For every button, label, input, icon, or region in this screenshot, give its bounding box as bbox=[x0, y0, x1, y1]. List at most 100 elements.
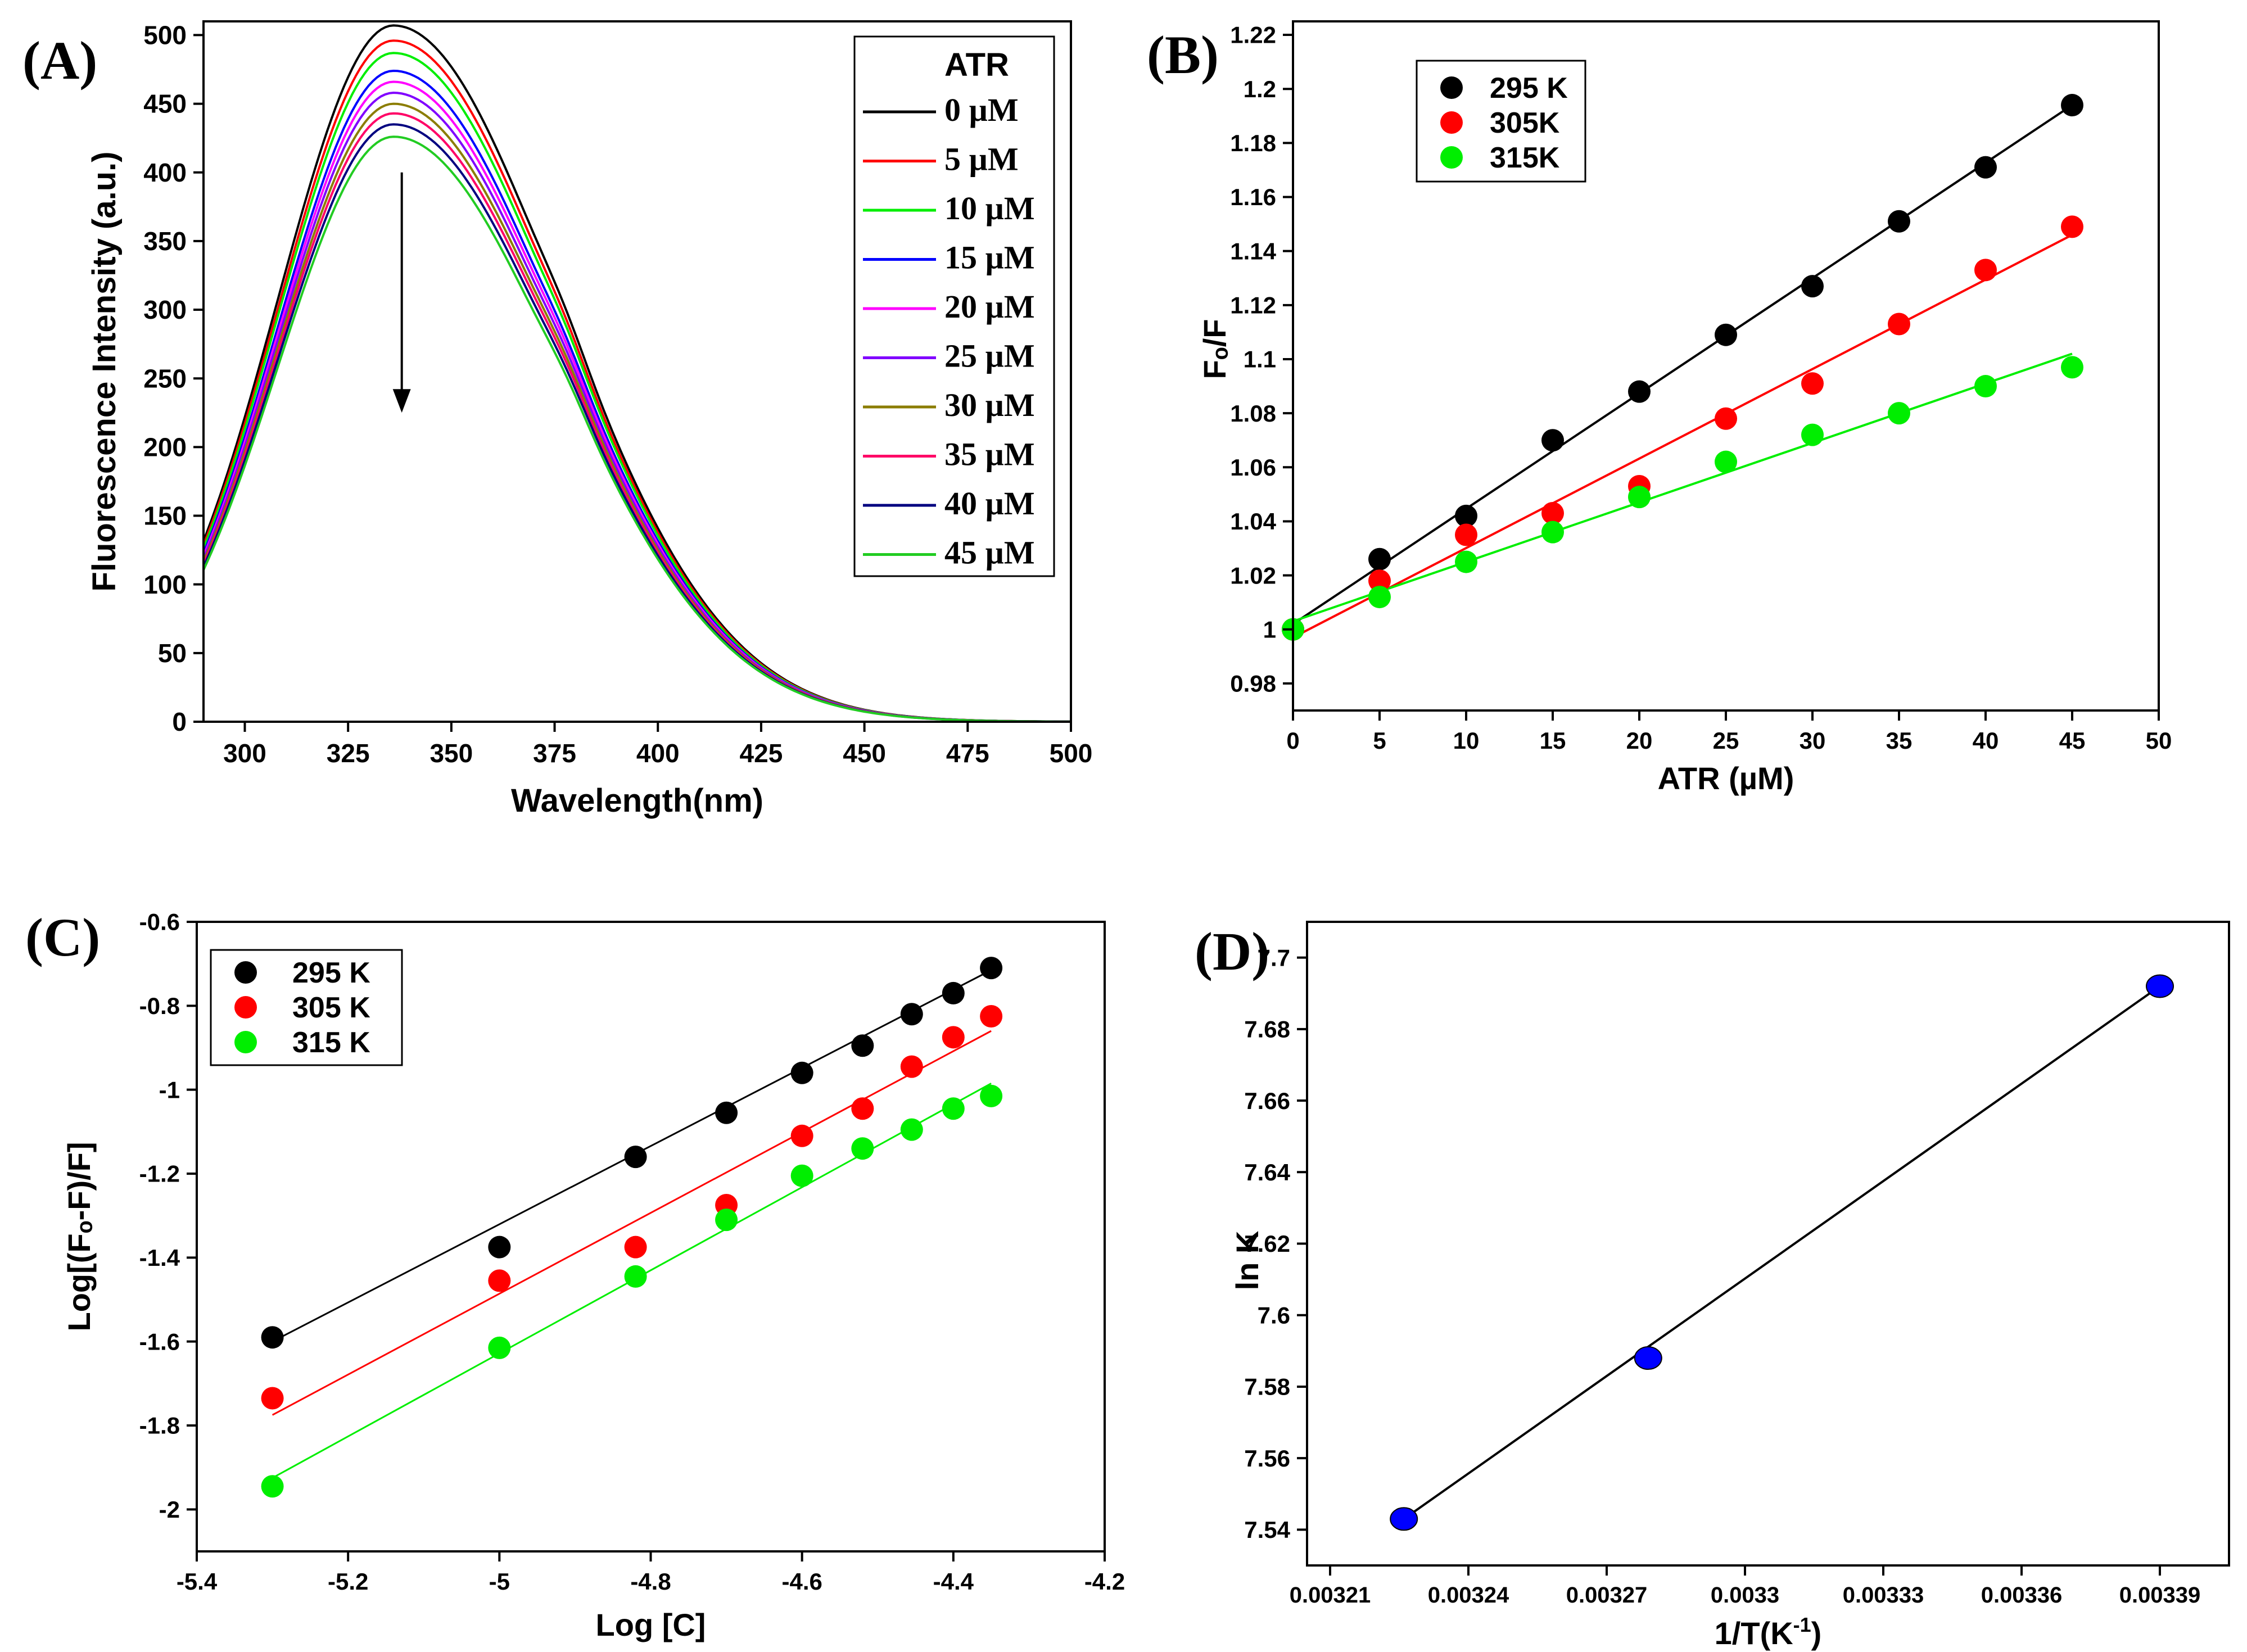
panel-b-legend-label: 315K bbox=[1490, 142, 1560, 174]
panel-c-xtick-label: -5.2 bbox=[328, 1568, 368, 1595]
panel-b-point-0 bbox=[1368, 547, 1391, 571]
panel-c-ytick-label: -0.8 bbox=[139, 993, 180, 1019]
panel-b-point-2 bbox=[1715, 450, 1737, 473]
panel-c-point-2 bbox=[980, 1084, 1003, 1107]
panel-c-xtick-label: -5 bbox=[489, 1568, 510, 1595]
panel-d-ytick-label: 7.62 bbox=[1244, 1230, 1290, 1257]
panel-d-xtick-label: 0.00324 bbox=[1428, 1583, 1509, 1608]
panel-c-xtick-label: -4.2 bbox=[1084, 1568, 1125, 1595]
panel-d-xlabel: 1/T(K-1) bbox=[1715, 1613, 1822, 1651]
panel-a-legend-label: 30 µM bbox=[944, 387, 1035, 423]
panel-a-ytick-label: 400 bbox=[143, 158, 187, 187]
panel-a-xlabel: Wavelength(nm) bbox=[511, 782, 763, 819]
panel-c: -5.4 -5.2 -5 -4.8 -4.6 -4.4 -4.2 -2 -1.8 -1.6 -1.4… bbox=[25, 907, 1125, 1642]
panel-b-point-1 bbox=[1801, 372, 1824, 395]
panel-a-legend-label: 20 µM bbox=[944, 288, 1035, 325]
panel-a-frame bbox=[202, 20, 1072, 723]
panel-c-point-0 bbox=[980, 957, 1003, 980]
panel-d-ytick-label: 7.7 bbox=[1258, 944, 1290, 971]
panel-b-ytick-label: 1.12 bbox=[1230, 292, 1276, 319]
panel-b-ytick-label: 1.04 bbox=[1230, 508, 1276, 535]
panel-b-ytick-label: 1.02 bbox=[1230, 562, 1276, 589]
panel-b-point-2 bbox=[1455, 550, 1477, 573]
panel-b-xtick-label: 35 bbox=[1886, 727, 1913, 754]
panel-d-ytick-label: 7.58 bbox=[1244, 1374, 1290, 1400]
panel-d-xtick-label: 0.00321 bbox=[1290, 1583, 1371, 1608]
panel-b-point-2 bbox=[1888, 402, 1910, 425]
panel-a-xtick-label: 425 bbox=[740, 739, 783, 768]
panel-d-ytick-label: 7.64 bbox=[1244, 1159, 1290, 1185]
panel-b-point-1 bbox=[1974, 259, 1997, 282]
panel-b-xtick-label: 10 bbox=[1453, 727, 1480, 754]
panel-c-legend-label: 305 K bbox=[292, 992, 370, 1024]
panel-b-xlabel: ATR (µM) bbox=[1658, 761, 1794, 796]
panel-b-ytick-label: 1.14 bbox=[1230, 238, 1276, 264]
panel-b-xtick-label: 5 bbox=[1373, 727, 1386, 754]
panel-b-legend-marker bbox=[1440, 76, 1463, 99]
panel-d-ytick-label: 7.68 bbox=[1244, 1016, 1290, 1043]
panel-a-ytick-label: 250 bbox=[143, 364, 187, 393]
panel-b-fit-line-2 bbox=[1292, 352, 2073, 623]
panel-c-ytick-label: -1 bbox=[159, 1076, 180, 1103]
panel-c-point-1 bbox=[900, 1055, 923, 1078]
panel-b-xtick-label: 40 bbox=[1973, 727, 1999, 754]
panel-b-point-1 bbox=[1541, 502, 1564, 525]
panel-c-xtick-label: -4.8 bbox=[630, 1568, 671, 1595]
panel-c-point-1 bbox=[980, 1005, 1003, 1028]
panel-c-legend-label: 295 K bbox=[292, 957, 370, 989]
panel-c-point-2 bbox=[851, 1137, 874, 1160]
panel-a-legend-label: 25 µM bbox=[944, 338, 1035, 374]
panel-a-legend-label: 10 µM bbox=[944, 190, 1035, 227]
panel-c-ytick-label: -1.2 bbox=[139, 1161, 180, 1187]
panel-a-ytick-label: 500 bbox=[143, 21, 187, 50]
panel-a-legend-label: 45 µM bbox=[944, 535, 1035, 571]
panel-c-point-1 bbox=[488, 1269, 511, 1292]
panel-b-point-2 bbox=[1628, 486, 1651, 509]
panel-b-point-1 bbox=[1368, 569, 1391, 592]
panel-b: 0 5 10 15 20 25 30 35 40 45 50 0.98 1 1.02 1.04 1.06 1.0… bbox=[1147, 20, 2172, 796]
panel-c-point-1 bbox=[624, 1235, 647, 1259]
panel-a-xtick-label: 375 bbox=[533, 739, 576, 768]
panel-b-xtick-label: 15 bbox=[1540, 727, 1566, 754]
panel-c-ytick-label: -1.4 bbox=[139, 1244, 180, 1271]
panel-b-xtick-label: 50 bbox=[2146, 727, 2172, 754]
panel-a-legend-label: 5 µM bbox=[944, 141, 1019, 178]
panel-a-ytick-label: 50 bbox=[158, 639, 187, 668]
panel-c-point-2 bbox=[715, 1209, 738, 1232]
panel-a-legend-box bbox=[853, 35, 1055, 577]
quench-arrow-head bbox=[392, 389, 411, 413]
panel-c-point-1 bbox=[851, 1097, 874, 1120]
panel-b-legend-marker bbox=[1440, 111, 1463, 134]
panel-b-legend-marker bbox=[1440, 146, 1463, 169]
panel-a: 300 325 350 375 400 425 450 475 500 0 50 100 150 200 2… bbox=[22, 20, 1092, 819]
panel-a-xtick-label: 300 bbox=[223, 739, 266, 768]
panel-d-xtick-label: 0.0033 bbox=[1711, 1583, 1779, 1608]
panel-b-fit-line-1 bbox=[1292, 234, 2073, 639]
panel-c-legend-label: 315 K bbox=[292, 1026, 370, 1059]
panel-a-xtick-label: 400 bbox=[636, 739, 680, 768]
panel-a-xtick-label: 450 bbox=[843, 739, 886, 768]
panel-d-ytick-label: 7.56 bbox=[1244, 1445, 1290, 1472]
panel-d-xtick-label: 0.00327 bbox=[1566, 1583, 1648, 1608]
panel-b-legend-label: 295 K bbox=[1490, 72, 1568, 105]
panel-d-letter: (D) bbox=[1195, 921, 1269, 981]
panel-b-ytick-label: 0.98 bbox=[1230, 671, 1276, 697]
panel-c-ytick-label: -1.6 bbox=[139, 1328, 180, 1355]
panel-b-point-0 bbox=[1974, 156, 1997, 179]
panel-b-xtick-label: 20 bbox=[1626, 727, 1653, 754]
panel-b-point-0 bbox=[1801, 275, 1824, 298]
panel-c-point-0 bbox=[715, 1101, 738, 1124]
panel-d-frame bbox=[1306, 921, 2230, 1567]
panel-a-legend-title: ATR bbox=[944, 47, 1009, 83]
panel-b-point-0 bbox=[1541, 429, 1564, 452]
panel-c-point-1 bbox=[942, 1026, 965, 1049]
panel-c-point-2 bbox=[624, 1265, 647, 1288]
panel-b-xtick-label: 0 bbox=[1286, 727, 1299, 754]
panel-b-point-2 bbox=[1974, 375, 1997, 398]
panel-b-ytick-label: 1.1 bbox=[1244, 346, 1276, 373]
panel-a-ytick-label: 450 bbox=[143, 89, 187, 119]
panel-b-ytick-label: 1 bbox=[1263, 616, 1276, 642]
panel-b-point-1 bbox=[1715, 407, 1737, 430]
panel-d-ytick-label: 7.54 bbox=[1244, 1517, 1290, 1543]
